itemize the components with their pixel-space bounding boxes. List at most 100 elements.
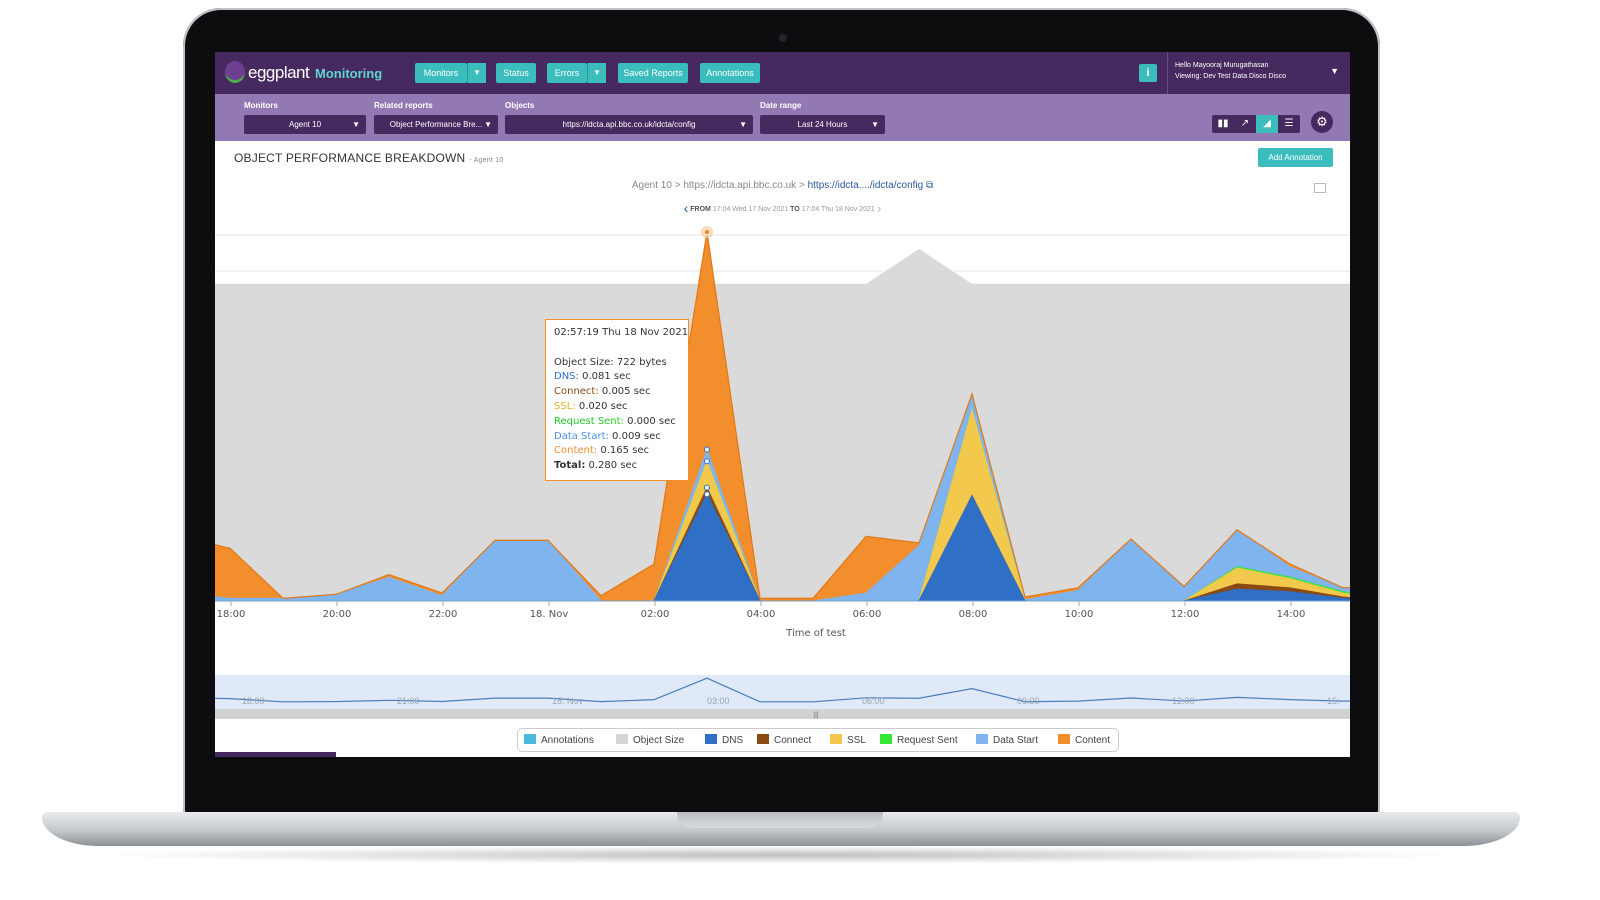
navigator-tick-label: 09:00: [1017, 696, 1040, 706]
x-axis-title: Time of test: [785, 628, 846, 639]
date-range-label: Date range: [760, 101, 802, 110]
legend-swatch: [976, 734, 988, 744]
tooltip-dns-label: DNS:: [554, 371, 579, 383]
eggplant-logo-icon: [225, 61, 245, 83]
legend-swatch: [616, 734, 628, 744]
hover-point: [704, 484, 710, 491]
legend-swatch: [830, 734, 842, 744]
navigator-tick-label: 03:00: [707, 696, 730, 706]
monitors-dropdown-caret-icon[interactable]: ▼: [467, 63, 486, 83]
bar-chart-view-icon[interactable]: ▮▮: [1217, 118, 1229, 129]
monitors-select[interactable]: Agent 10 ▼: [244, 115, 366, 134]
monitors-select-value: Agent 10: [288, 120, 322, 129]
legend-label: Annotations: [541, 735, 594, 746]
legend-item-object-size[interactable]: Object Size: [616, 734, 684, 746]
export-menu-icon[interactable]: [1314, 183, 1326, 193]
tooltip-object-size-label: Object Size:: [554, 356, 614, 368]
legend-swatch: [524, 734, 536, 744]
related-reports-value: Object Performance Bre...: [389, 120, 483, 129]
monitors-button[interactable]: Monitors: [415, 63, 467, 83]
performance-chart[interactable]: 18:00 20:00 22:00 18. Nov 02:00 04:00 06:00 08:…: [215, 52, 1350, 757]
navigator-tick-label: 06:00: [862, 696, 885, 706]
crumb-object-link[interactable]: https://idcta..../idcta/config: [807, 180, 924, 191]
errors-button[interactable]: Errors: [547, 63, 587, 83]
objects-label: Objects: [505, 101, 535, 110]
x-tick-label: 10:00: [1065, 609, 1094, 620]
chevron-down-icon: ▼: [871, 120, 879, 129]
chevron-down-icon: ▼: [484, 120, 492, 129]
legend-label: Object Size: [633, 735, 685, 746]
legend-item-connect[interactable]: Connect: [757, 734, 811, 746]
user-menu[interactable]: Hello Mayooraj Murugathasan Viewing: Dev…: [1167, 52, 1350, 94]
next-range-arrow-icon[interactable]: ›: [876, 200, 882, 216]
filter-bar: Monitors Agent 10 ▼ Related reports Obje…: [215, 94, 1350, 141]
navigator-scrollbar[interactable]: [215, 709, 1350, 719]
tooltip-ssl-label: SSL:: [554, 400, 576, 412]
legend-item-annotations[interactable]: Annotations: [524, 734, 594, 746]
navigator-series-line: [215, 677, 1350, 703]
tooltip-content: 0.165 sec: [600, 445, 649, 457]
legend-item-data-start[interactable]: Data Start: [976, 734, 1038, 746]
x-tick-label: 22:00: [429, 609, 458, 620]
legend-item-content[interactable]: Content: [1058, 734, 1110, 746]
navigator-background[interactable]: [215, 675, 1350, 709]
info-icon[interactable]: i: [1139, 64, 1157, 82]
legend-label: Connect: [774, 735, 812, 746]
legend-item-dns[interactable]: DNS: [705, 734, 743, 746]
app-screen: eggplant Monitoring Monitors ▼ Status Er…: [215, 52, 1350, 757]
errors-dropdown-caret-icon[interactable]: ▼: [587, 63, 606, 83]
user-menu-caret-icon[interactable]: ▼: [1330, 66, 1339, 76]
crumb-host: https://idcta.api.bbc.co.uk: [683, 180, 797, 191]
progress-strip: [215, 752, 336, 757]
tooltip-request: 0.000 sec: [627, 415, 676, 427]
area-chart-view-icon[interactable]: ◢: [1256, 115, 1278, 133]
tooltip-connect: 0.005 sec: [601, 386, 651, 398]
tooltip-connect-label: Connect:: [554, 386, 599, 398]
tooltip-ssl: 0.020 sec: [578, 400, 628, 412]
legend-label: DNS: [722, 735, 744, 746]
related-reports-label: Related reports: [374, 101, 433, 110]
hover-point: [704, 446, 710, 453]
annotations-button[interactable]: Annotations: [700, 63, 760, 83]
legend-swatch: [880, 734, 892, 744]
tooltip-total: 0.280 sec: [588, 460, 638, 472]
tooltip-time: 02:57:19 Thu 18 Nov 2021: [554, 327, 689, 338]
legend-swatch: [705, 734, 717, 744]
crumb-agent: Agent 10: [631, 180, 672, 191]
legend-label: Content: [1075, 735, 1111, 746]
date-range-value: Last 24 Hours: [797, 120, 848, 129]
chart-legend: Annotations Object Size DNS Connect SSL …: [517, 728, 1119, 752]
x-tick-label: 18. Nov: [530, 609, 569, 620]
status-button[interactable]: Status: [496, 63, 536, 83]
page-title: OBJECT PERFORMANCE BREAKDOWN - Agent 10: [234, 151, 503, 165]
objects-select-value: https://idcta.api.bbc.co.uk/idcta/config: [562, 120, 696, 129]
gear-icon[interactable]: ⚙: [1311, 111, 1333, 133]
laptop-notch: [677, 812, 883, 828]
top-bar: eggplant Monitoring Monitors ▼ Status Er…: [215, 52, 1350, 94]
x-tick-label: 04:00: [747, 609, 776, 620]
tooltip-dns: 0.081 sec: [582, 371, 631, 383]
add-annotation-button[interactable]: Add Annotation: [1258, 148, 1333, 167]
tooltip-object-size: 722 bytes: [616, 356, 667, 368]
breadcrumb: Agent 10 > https://idcta.api.bbc.co.uk >…: [631, 180, 934, 191]
navigator-tick-label: 18. Nov: [552, 696, 584, 706]
series-content-line: [215, 231, 1350, 599]
saved-reports-button[interactable]: Saved Reports: [618, 63, 688, 83]
objects-select[interactable]: https://idcta.api.bbc.co.uk/idcta/config…: [505, 115, 753, 134]
related-reports-select[interactable]: Object Performance Bre... ▼: [374, 115, 498, 134]
hover-point: [704, 458, 710, 465]
hover-point: [704, 491, 710, 498]
line-chart-view-icon[interactable]: ↗: [1240, 118, 1250, 129]
external-link-icon[interactable]: ⧉: [925, 180, 934, 191]
legend-label: SSL: [847, 735, 866, 746]
legend-swatch: [757, 734, 769, 744]
previous-range-arrow-icon[interactable]: ‹: [683, 200, 689, 216]
x-tick-label: 12:00: [1171, 609, 1200, 620]
list-view-icon[interactable]: ☰: [1284, 118, 1294, 129]
page-subtitle: - Agent 10: [469, 157, 504, 164]
scrollbar-grip-icon[interactable]: |||: [813, 712, 819, 719]
range-to-value: 17:04 Thu 18 Nov 2021: [801, 206, 875, 213]
legend-item-ssl[interactable]: SSL: [830, 734, 866, 746]
legend-item-request-sent[interactable]: Request Sent: [880, 734, 958, 746]
date-range-select[interactable]: Last 24 Hours ▼: [760, 115, 885, 134]
